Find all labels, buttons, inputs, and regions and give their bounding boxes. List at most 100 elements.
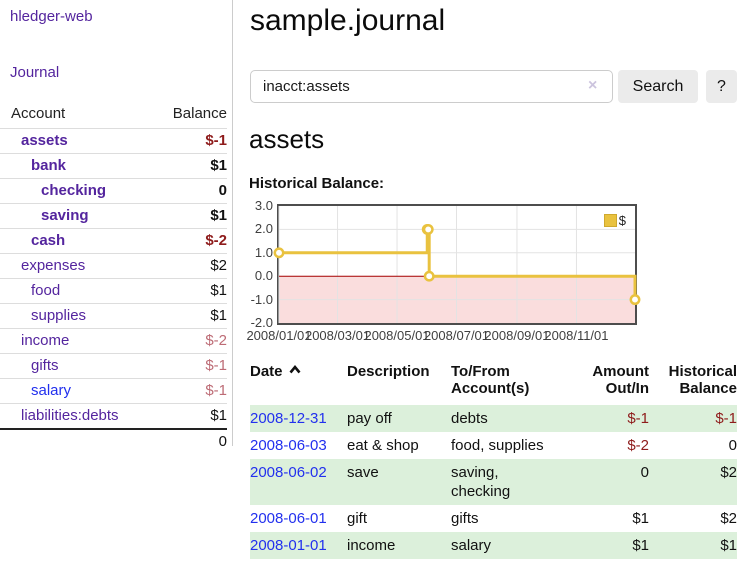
account-link[interactable]: checking <box>41 182 107 199</box>
account-balance: $-1 <box>155 353 227 379</box>
account-name-cell: expenses <box>0 253 156 279</box>
sort-ascending-icon <box>289 364 301 374</box>
account-link[interactable]: expenses <box>21 257 86 274</box>
search-button[interactable]: Search <box>618 70 698 103</box>
transaction-description: income <box>347 537 396 554</box>
account-link[interactable]: liabilities:debts <box>21 407 119 424</box>
register-header-date[interactable]: Date <box>250 357 347 405</box>
register-row: 2008-06-02 save saving, checking 0 $2 <box>250 459 737 505</box>
y-axis-tick-label: -1.0 <box>250 291 273 307</box>
account-balance: $-2 <box>155 228 227 254</box>
y-axis-tick-label: 1.0 <box>254 244 273 260</box>
register-header-description: Description <box>347 363 430 380</box>
account-name-cell: liabilities:debts <box>0 403 156 429</box>
transaction-date-link[interactable]: 2008-12-31 <box>250 410 327 427</box>
register-header-balance: Historical Balance <box>668 363 737 397</box>
account-name-cell: assets <box>0 128 156 154</box>
transaction-date-cell: 2008-06-02 <box>250 459 347 505</box>
transaction-amount: $1 <box>632 510 649 527</box>
register-header-accounts: To/From Account(s) <box>451 363 530 397</box>
account-name-cell: income <box>0 328 156 354</box>
accounts-total-value: 0 <box>155 428 227 454</box>
transaction-accounts: gifts <box>451 510 479 527</box>
account-balance: $1 <box>155 153 227 179</box>
account-name-cell: supplies <box>0 303 156 329</box>
account-name-cell: cash <box>0 228 156 254</box>
register-row: 2008-06-01 gift gifts $1 $2 <box>250 505 737 532</box>
legend-swatch-icon <box>603 214 617 227</box>
transaction-date-link[interactable]: 2008-01-01 <box>250 537 327 554</box>
account-row: liabilities:debts $1 <box>0 403 227 429</box>
register-header-amount: Amount Out/In <box>592 363 649 397</box>
account-name-cell: bank <box>0 153 156 179</box>
chart-plot-area[interactable]: $ <box>273 204 641 325</box>
balance-chart-svg <box>273 206 641 323</box>
transaction-date-link[interactable]: 2008-06-02 <box>250 464 327 481</box>
transaction-description: eat & shop <box>347 437 419 454</box>
help-button[interactable]: ? <box>706 70 737 103</box>
transaction-balance: $2 <box>720 464 737 481</box>
transaction-description: save <box>347 464 379 481</box>
accounts-table: Account Balance assets $-1 bank $1 checking 0… <box>0 100 227 454</box>
account-balance: $1 <box>155 403 227 429</box>
account-link[interactable]: gifts <box>31 357 59 374</box>
account-link[interactable]: salary <box>31 382 72 399</box>
chart-legend: $ <box>603 213 626 228</box>
register-table: Date Description To/From Account(s) Amou… <box>250 357 737 559</box>
y-axis-tick-label: 0.0 <box>254 268 273 284</box>
transaction-accounts: saving, checking <box>451 464 511 500</box>
transaction-date-link[interactable]: 2008-06-03 <box>250 437 327 454</box>
transaction-amount: 0 <box>640 464 649 481</box>
account-name-cell: gifts <box>0 353 156 379</box>
account-balance: $-1 <box>155 378 227 404</box>
y-axis-tick-label: 2.0 <box>254 221 273 237</box>
x-axis-tick-label: 2008/05/01 <box>364 328 430 343</box>
account-row: checking 0 <box>0 178 227 204</box>
transaction-description: pay off <box>347 410 392 427</box>
x-axis-tick-label: 2008/09/01 <box>484 328 550 343</box>
transaction-balance: $1 <box>720 537 737 554</box>
transaction-date-cell: 2008-01-01 <box>250 532 347 559</box>
search-form: × Search ? <box>250 70 737 103</box>
register-row: 2008-12-31 pay off debts $-1 $-1 <box>250 405 737 432</box>
account-balance: $-1 <box>155 128 227 154</box>
accounts-header-account: Account <box>11 105 66 122</box>
transaction-amount: $-2 <box>627 437 649 454</box>
account-link[interactable]: assets <box>21 132 68 149</box>
transaction-accounts: debts <box>451 410 488 427</box>
account-link[interactable]: supplies <box>31 307 87 324</box>
x-axis-tick-label: 2008/11/01 <box>544 328 609 343</box>
account-link[interactable]: income <box>21 332 70 349</box>
transaction-balance: 0 <box>728 437 737 454</box>
account-link[interactable]: bank <box>31 157 67 174</box>
account-name-cell: food <box>0 278 156 304</box>
account-row: expenses $2 <box>0 253 227 279</box>
account-row: saving $1 <box>0 203 227 229</box>
account-row: supplies $1 <box>0 303 227 329</box>
account-link[interactable]: saving <box>41 207 89 224</box>
y-axis-tick-label: 3.0 <box>254 198 273 213</box>
account-heading: assets <box>249 124 325 154</box>
sidebar-item-journal[interactable]: Journal <box>10 64 60 81</box>
accounts-header-balance: Balance <box>172 105 227 122</box>
account-link[interactable]: cash <box>31 232 66 249</box>
historical-balance-chart: $ 3.0 2.0 1.0 0.0 -1.0 -2.0 2008/01/01 2008/03/… <box>246 198 710 349</box>
account-name-cell: saving <box>0 203 156 229</box>
transaction-date-link[interactable]: 2008-06-01 <box>250 510 327 527</box>
search-input[interactable] <box>250 70 613 103</box>
app-brand-link[interactable]: hledger-web <box>10 8 93 25</box>
account-row: food $1 <box>0 278 227 304</box>
account-balance: $1 <box>155 203 227 229</box>
account-link[interactable]: food <box>31 282 61 299</box>
clear-search-icon[interactable]: × <box>588 77 598 94</box>
x-axis-tick-label: 2008/03/01 <box>304 328 371 343</box>
accounts-table-body: assets $-1 bank $1 checking 0 saving $1 cash $-2 e… <box>0 128 227 429</box>
account-row: gifts $-1 <box>0 353 227 379</box>
transaction-amount: $-1 <box>627 410 649 427</box>
x-axis-tick-label: 2008/07/01 <box>423 328 490 343</box>
transaction-date-cell: 2008-06-03 <box>250 432 347 459</box>
account-name-cell: salary <box>0 378 156 404</box>
account-row: salary $-1 <box>0 378 227 404</box>
accounts-total-row: 0 <box>0 428 227 454</box>
page-title: sample.journal <box>250 4 446 37</box>
